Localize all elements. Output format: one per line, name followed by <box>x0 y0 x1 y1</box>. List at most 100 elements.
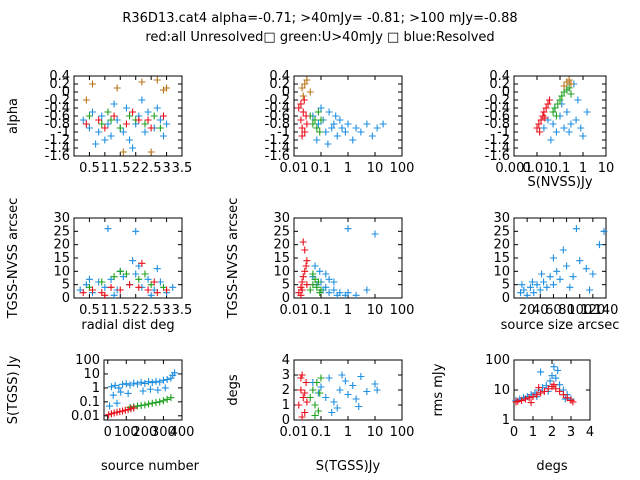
y-axis-title: TGSS-NVSS arcsec <box>226 198 241 320</box>
data-point <box>560 82 568 90</box>
y-tick-label: 1 <box>92 381 100 396</box>
data-point <box>301 80 309 88</box>
data-point <box>328 124 336 132</box>
data-point <box>549 108 557 116</box>
data-point <box>153 289 161 297</box>
data-point <box>122 380 130 388</box>
data-point <box>530 289 538 297</box>
y-tick-label: 100 <box>75 353 100 368</box>
series-green <box>549 84 575 120</box>
data-point <box>563 108 571 116</box>
data-point <box>330 120 338 128</box>
data-point <box>298 371 306 379</box>
data-point <box>317 116 325 124</box>
y-tick-label: 0.2 <box>49 77 70 92</box>
data-point <box>137 378 145 386</box>
data-point <box>338 371 346 379</box>
data-point <box>518 396 526 404</box>
y-tick-label: 10 <box>83 367 100 382</box>
y-tick-label: 0.2 <box>489 77 510 92</box>
data-point <box>363 286 371 294</box>
series-red <box>79 259 171 299</box>
data-point <box>129 257 137 265</box>
series-blue <box>309 104 387 148</box>
data-point <box>576 257 584 265</box>
x-tick-label: 0.01 <box>523 161 552 176</box>
data-point <box>303 120 311 128</box>
data-point <box>317 104 325 112</box>
data-point <box>111 381 119 389</box>
series-green <box>306 374 325 419</box>
series-green <box>85 108 164 132</box>
data-point <box>135 275 143 283</box>
y-tick-label: -0.2 <box>265 93 290 108</box>
y-tick-label: 30 <box>53 211 70 226</box>
data-point <box>110 112 118 120</box>
data-point <box>299 92 307 100</box>
x-axis-title: S(TGSS)Jy <box>316 459 381 474</box>
y-axis-title: alpha <box>6 98 21 134</box>
data-point <box>577 124 585 132</box>
y-tick-label: 5 <box>282 278 290 293</box>
y-tick-label: 0 <box>282 413 290 428</box>
data-point <box>297 291 305 299</box>
data-point <box>301 409 309 416</box>
data-point <box>549 120 557 128</box>
data-point <box>110 100 118 108</box>
data-point <box>311 401 319 409</box>
y-tick-label: 0 <box>62 291 70 306</box>
data-point <box>82 120 90 128</box>
x-tick-label: 2 <box>132 161 140 176</box>
data-point <box>548 372 556 380</box>
data-point <box>546 273 554 281</box>
y-tick-label: 25 <box>493 224 510 239</box>
data-point <box>119 128 127 136</box>
data-point <box>119 380 127 388</box>
data-point <box>89 80 97 88</box>
x-axis-title: source number <box>101 459 200 474</box>
data-point <box>333 132 341 140</box>
data-point <box>163 395 171 403</box>
y-tick-label: -1.6 <box>485 149 510 164</box>
y-tick-label: -0.8 <box>265 117 290 132</box>
data-point <box>518 281 526 289</box>
plot-frame <box>103 359 183 421</box>
data-point <box>550 363 558 371</box>
data-point <box>373 124 381 132</box>
data-point <box>144 286 152 294</box>
data-point <box>572 225 580 233</box>
data-point <box>528 278 536 286</box>
y-tick-label: -0.8 <box>45 117 70 132</box>
x-tick-label: 400 <box>170 425 195 440</box>
data-point <box>295 401 303 409</box>
data-point <box>544 385 552 393</box>
data-point <box>520 286 528 294</box>
x-tick-label: 80 <box>558 303 575 318</box>
y-tick-label: -1.4 <box>45 141 70 156</box>
x-tick-label: 100 <box>114 425 139 440</box>
x-tick-label: 1 <box>344 303 352 318</box>
data-point <box>299 238 307 246</box>
y-tick-label: 15 <box>53 251 70 266</box>
data-point <box>514 397 522 405</box>
data-point <box>300 96 308 104</box>
data-point <box>309 120 317 128</box>
data-point <box>147 124 155 132</box>
data-point <box>535 384 543 392</box>
data-point <box>89 108 97 116</box>
data-point <box>152 398 160 406</box>
data-point <box>110 273 118 281</box>
series-blue <box>540 80 591 144</box>
data-point <box>98 112 106 120</box>
y-tick-label: 10 <box>493 383 510 398</box>
data-point <box>303 76 311 84</box>
series-blue <box>309 371 381 416</box>
data-point <box>563 394 571 402</box>
data-point <box>301 389 309 397</box>
data-point <box>379 120 387 128</box>
data-point <box>554 366 562 374</box>
data-point <box>141 128 149 136</box>
